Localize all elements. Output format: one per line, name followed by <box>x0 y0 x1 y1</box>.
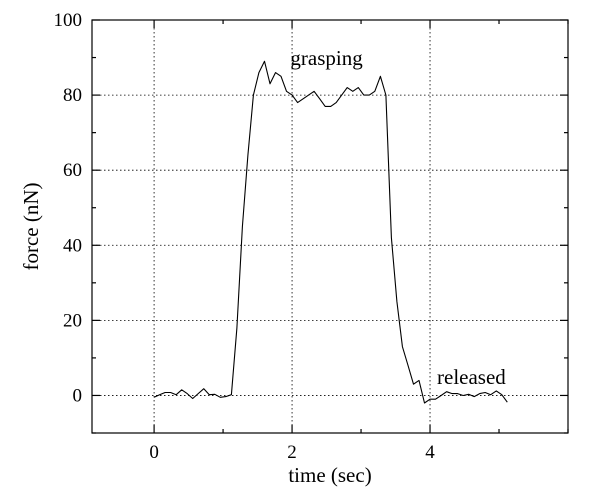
y-tick-label: 20 <box>63 310 82 331</box>
y-tick-label: 80 <box>63 85 82 106</box>
y-tick-label: 0 <box>73 385 83 406</box>
y-tick-label: 40 <box>63 235 82 256</box>
y-tick-label: 60 <box>63 160 82 181</box>
axis-tick-labels: 0 20 40 60 80 100 0 2 4 <box>54 10 436 463</box>
annotation-released: released <box>437 365 506 389</box>
axis-ticks <box>92 19 569 434</box>
x-axis-title: time (sec) <box>288 463 371 487</box>
x-tick-label: 0 <box>149 442 159 463</box>
plot-frame <box>91 19 569 434</box>
force-series-line <box>153 60 508 404</box>
x-tick-label: 4 <box>425 442 435 463</box>
annotation-grasping: grasping <box>290 46 363 70</box>
y-axis-title: force (nN) <box>19 182 43 270</box>
series-layer <box>153 60 508 404</box>
x-tick-label: 2 <box>287 442 297 463</box>
annotations: grasping released <box>290 46 506 389</box>
y-tick-label: 100 <box>54 10 83 31</box>
grid-lines <box>92 20 568 433</box>
